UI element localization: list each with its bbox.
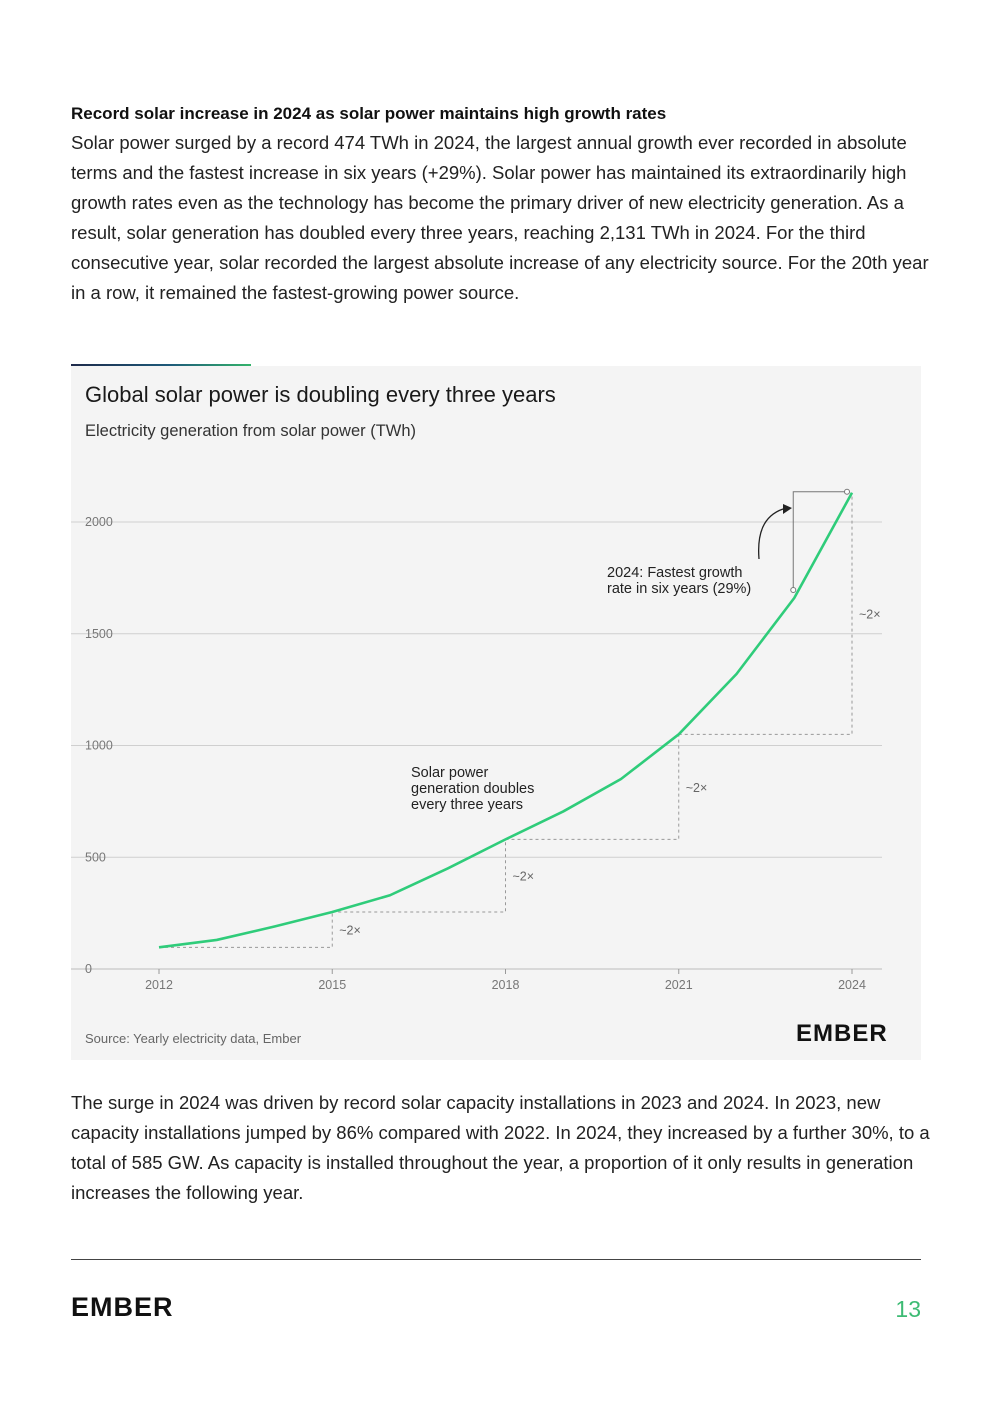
solar-generation-line <box>158 492 854 949</box>
doubling-annotation-line: Solar power <box>411 765 489 781</box>
y-tick-label: 2000 <box>85 515 113 529</box>
fastest-growth-annotation-line: 2024: Fastest growth <box>607 565 742 581</box>
section-heading: Record solar increase in 2024 as solar p… <box>71 104 667 123</box>
y-tick-label: 1500 <box>85 627 113 641</box>
intro-paragraph: Solar power surged by a record 474 TWh i… <box>71 132 929 303</box>
x-tick-label: 2012 <box>145 978 173 992</box>
chart-accent-bar <box>71 364 251 367</box>
y-tick-label: 500 <box>85 850 106 864</box>
y-tick-label: 1000 <box>85 739 113 753</box>
doubling-multiplier-label: ~2× <box>513 870 535 884</box>
x-tick-label: 2015 <box>318 978 346 992</box>
chart-subtitle: Electricity generation from solar power … <box>85 422 417 440</box>
page-number: 13 <box>895 1296 921 1322</box>
fastest-growth-arrowhead <box>783 504 792 514</box>
chart-panel: Global solar power is doubling every thr… <box>71 366 921 1060</box>
fastest-growth-annotation-line: rate in six years (29%) <box>607 581 751 597</box>
x-tick-label: 2021 <box>665 978 693 992</box>
doubling-annotation-line: generation doubles <box>411 781 534 797</box>
doubling-annotation-line: every three years <box>411 797 523 813</box>
chart-logo: EMBER <box>796 1020 888 1047</box>
chart-source: Source: Yearly electricity data, Ember <box>85 1031 302 1046</box>
growth-bracket-end-marker <box>844 488 850 495</box>
doubling-step-guide <box>678 492 853 735</box>
doubling-step-guide <box>332 839 506 913</box>
x-tick-label: 2024 <box>838 978 866 992</box>
doubling-multiplier-label: ~2× <box>686 781 708 795</box>
footer-divider <box>71 1259 921 1260</box>
doubling-multiplier-label: ~2× <box>859 608 881 622</box>
capacity-paragraph: The surge in 2024 was driven by record s… <box>71 1092 930 1203</box>
doubling-multiplier-label: ~2× <box>339 924 361 938</box>
x-tick-label: 2018 <box>492 978 520 992</box>
solar-generation-chart: 0 500 1000 1500 2000 2012 2015 2018 2021 2024 ~2× ~… <box>71 488 882 992</box>
growth-bracket <box>792 491 847 590</box>
fastest-growth-arrow <box>757 508 784 560</box>
chart-title: Global solar power is doubling every thr… <box>85 382 556 407</box>
footer-logo: EMBER <box>71 1292 174 1322</box>
growth-bracket-start-marker <box>790 586 797 593</box>
y-tick-label: 0 <box>85 962 92 976</box>
